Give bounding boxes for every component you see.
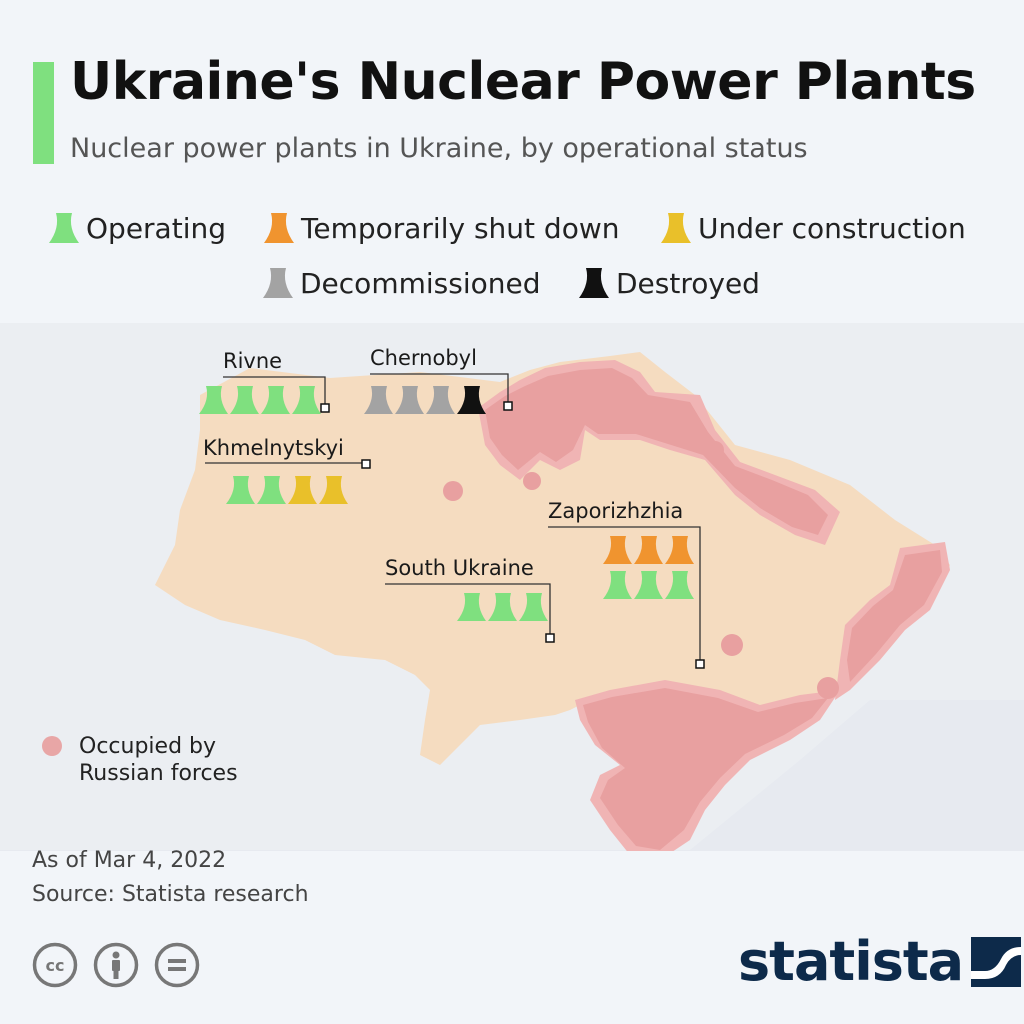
plant-label-khmelnytskyi: Khmelnytskyi [203,436,344,460]
plant-marker-chernobyl [503,401,513,411]
as-of-note: As of Mar 4, 2022 [32,848,227,873]
occupied-legend-dot [42,736,62,756]
legend-item-operating: Operating [48,208,226,248]
ukraine-map: Rivne Chernobyl Khmelnytskyi Zaporizhzhi… [0,323,1024,851]
reactor-destroyed-icon [579,268,609,298]
attribution-icon[interactable] [93,942,139,988]
callout-lines [205,373,701,662]
map-area: Rivne Chernobyl Khmelnytskyi Zaporizhzhi… [0,323,1024,851]
cc-icon[interactable]: cc [32,942,78,988]
occupied-legend: Occupied by Russian forces [42,733,259,787]
legend-item-destroyed: Destroyed [578,263,760,303]
reactor-shutdown-icon [264,213,294,243]
legend-label-shutdown: Temporarily shut down [301,211,620,245]
plant-marker-khmelnytskyi [361,459,371,469]
source-note: Source: Statista research [32,882,309,907]
svg-text:cc: cc [46,956,65,975]
title-accent-bar [33,62,54,164]
license-icons: cc [32,942,215,988]
reactor-operating-icon [49,213,79,243]
no-derivatives-icon[interactable] [154,942,200,988]
plant-label-chernobyl: Chernobyl [370,346,477,370]
callout-line-south-ukraine [385,583,551,637]
legend-item-shutdown: Temporarily shut down [263,208,619,248]
occupied-territory [443,360,950,851]
plant-label-south-ukraine: South Ukraine [385,556,534,580]
plant-labels: Rivne Chernobyl Khmelnytskyi Zaporizhzhi… [203,346,683,580]
page-title: Ukraine's Nuclear Power Plants [70,52,976,112]
occupied-point-5 [721,634,743,656]
occupied-point-2 [523,472,541,490]
reactor-construction-icon [661,213,691,243]
reactor-decommissioned-icon [263,268,293,298]
callout-line-zaporizhzhia [548,526,701,662]
occupied-point-3 [706,441,724,459]
plant-location-markers [320,401,705,669]
callout-line-chernobyl [370,373,509,405]
brand-name: statista [738,930,964,993]
plant-marker-south-ukraine [545,633,555,643]
statista-logo: statista [738,930,1022,993]
legend-label-operating: Operating [86,211,226,245]
plant-marker-rivne [320,403,330,413]
legend-label-construction: Under construction [698,211,966,245]
occupied-south-core [583,688,828,850]
legend-item-construction: Under construction [660,208,966,248]
occupied-point-4 [766,497,784,515]
legend-item-decommissioned: Decommissioned [262,263,540,303]
callout-line-rivne [223,376,326,407]
legend-label-destroyed: Destroyed [616,266,760,300]
plant-label-rivne: Rivne [223,349,282,373]
plant-label-zaporizhzhia: Zaporizhzhia [548,499,683,523]
occupied-point-1 [443,481,463,501]
legend-label-decommissioned: Decommissioned [300,266,541,300]
plant-marker-zaporizhzhia [695,659,705,669]
occupied-point-6 [817,677,839,699]
reactors-south-ukraine [457,593,548,621]
occupied-north-core [485,368,828,535]
page-subtitle: Nuclear power plants in Ukraine, by oper… [70,133,808,164]
statista-logo-icon [971,936,1022,987]
occupied-east-core [847,550,942,682]
ukraine-territory [155,352,950,765]
occupied-legend-label: Occupied by Russian forces [79,734,238,786]
